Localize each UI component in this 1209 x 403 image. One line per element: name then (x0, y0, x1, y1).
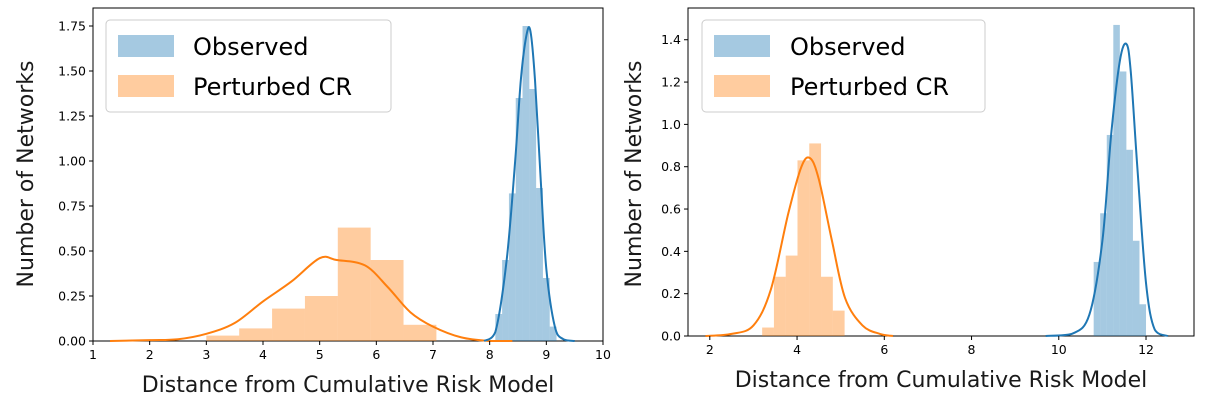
hist-bar-perturbed (785, 255, 798, 336)
hist-bar-perturbed (272, 308, 305, 341)
kde-line-observed (1045, 42, 1169, 337)
hist-bar-observed (522, 26, 530, 341)
legend-right: Observed Perturbed CR (701, 19, 986, 113)
hist-bar-observed (542, 278, 550, 341)
hist-bar-observed (536, 188, 543, 341)
legend-left: Observed Perturbed CR (105, 19, 392, 113)
hist-bar-perturbed (239, 328, 273, 341)
legend-frame-left (105, 19, 392, 113)
x-tick-label: 7 (429, 347, 437, 362)
hist-bar-perturbed (206, 335, 240, 341)
y-tick-label: 1.25 (58, 109, 86, 124)
hist-bar-observed (1093, 261, 1101, 336)
y-tick-label: 1.50 (58, 64, 86, 79)
hist-bar-observed (1113, 24, 1120, 337)
hist-bar-perturbed (337, 227, 371, 341)
legend-frame-right (701, 19, 986, 113)
hist-bar-observed (1100, 213, 1107, 336)
y-axis-label-right: Number of Networks (622, 61, 647, 288)
x-tick-label: 2 (706, 342, 714, 357)
chart-panel-left: 1 2 3 4 5 6 7 8 9 10 0.00 0.25 0.50 0.75 1.00 1.25 1.50… (14, 7, 611, 398)
x-tick-label: 8 (486, 347, 494, 362)
y-tick-label: 0.6 (661, 202, 681, 217)
legend-label-perturbed-right: Perturbed CR (790, 73, 949, 101)
y-tick-label: 1.0 (661, 117, 681, 132)
hist-bar-observed (1106, 134, 1114, 336)
y-tick-label: 0.2 (661, 286, 681, 301)
y-tick-label: 0.4 (661, 244, 681, 259)
y-axis-ticks-right: 0.0 0.2 0.4 0.6 0.8 1.0 1.2 1.4 (661, 32, 688, 344)
x-tick-label: 8 (968, 342, 976, 357)
legend-label-observed-left: Observed (193, 33, 308, 61)
y-axis-label-left: Number of Networks (14, 61, 39, 288)
y-tick-label: 1.00 (58, 154, 86, 169)
y-tick-label: 0.0 (661, 329, 681, 344)
y-tick-label: 0.00 (58, 334, 86, 349)
hist-bar-perturbed (832, 310, 845, 336)
x-tick-label: 4 (259, 347, 267, 362)
hist-bar-observed (515, 98, 523, 341)
hist-bar-perturbed (773, 276, 786, 336)
x-axis-ticks-left: 1 2 3 4 5 6 7 8 9 10 (89, 341, 611, 362)
x-tick-label: 6 (880, 342, 888, 357)
kde-line-perturbed (109, 255, 513, 343)
x-tick-label: 10 (595, 347, 611, 362)
hist-bar-observed (549, 326, 557, 341)
histogram-bars-right (762, 24, 1147, 337)
x-tick-label: 9 (542, 347, 550, 362)
y-tick-label: 0.50 (58, 244, 86, 259)
x-tick-label: 3 (202, 347, 210, 362)
x-tick-label: 6 (372, 347, 380, 362)
x-axis-label-left: Distance from Cumulative Risk Model (142, 373, 555, 398)
y-tick-label: 0.75 (58, 199, 86, 214)
hist-bar-perturbed (797, 160, 810, 336)
legend-swatch-observed-right (714, 35, 770, 57)
x-axis-ticks-right: 2 4 6 8 10 12 (706, 336, 1154, 357)
legend-swatch-observed-left (118, 35, 174, 57)
y-tick-label: 0.8 (661, 159, 681, 174)
x-tick-label: 5 (316, 347, 324, 362)
y-tick-label: 0.25 (58, 289, 86, 304)
hist-bar-observed (1126, 149, 1133, 336)
x-tick-label: 12 (1138, 342, 1154, 357)
chart-panel-right: 2 4 6 8 10 12 0.0 0.2 0.4 0.6 0.8 1.0 1.2 1.4 Distan… (622, 7, 1195, 393)
y-axis-ticks-left: 0.00 0.25 0.50 0.75 1.00 1.25 1.50 1.75 (58, 19, 93, 349)
legend-swatch-perturbed-right (714, 75, 770, 97)
hist-bar-perturbed (403, 324, 437, 341)
legend-label-perturbed-left: Perturbed CR (193, 73, 352, 101)
density-curves-right (705, 42, 1169, 337)
y-tick-label: 1.2 (661, 75, 681, 90)
hist-bar-observed (495, 314, 503, 341)
hist-bar-observed (502, 260, 509, 341)
kde-line-observed (483, 26, 575, 342)
y-tick-label: 1.75 (58, 19, 86, 34)
histogram-bars-left (206, 26, 557, 341)
hist-bar-perturbed (821, 276, 833, 336)
x-axis-label-right: Distance from Cumulative Risk Model (735, 368, 1148, 393)
x-tick-label: 10 (1051, 342, 1067, 357)
hist-bar-observed (1119, 71, 1127, 336)
hist-bar-perturbed (304, 296, 338, 341)
hist-bar-observed (1132, 240, 1140, 336)
hist-bar-observed (508, 193, 516, 341)
x-tick-label: 1 (89, 347, 97, 362)
density-curves-left (109, 26, 575, 343)
hist-bar-observed (529, 89, 537, 341)
hist-bar-observed (1139, 304, 1147, 336)
kde-line-perturbed (705, 156, 894, 337)
x-tick-label: 2 (146, 347, 154, 362)
y-tick-label: 1.4 (661, 32, 681, 47)
legend-label-observed-right: Observed (790, 33, 905, 61)
legend-swatch-perturbed-left (118, 75, 174, 97)
hist-bar-perturbed (762, 327, 774, 336)
x-tick-label: 4 (793, 342, 801, 357)
hist-bar-perturbed (809, 143, 822, 336)
